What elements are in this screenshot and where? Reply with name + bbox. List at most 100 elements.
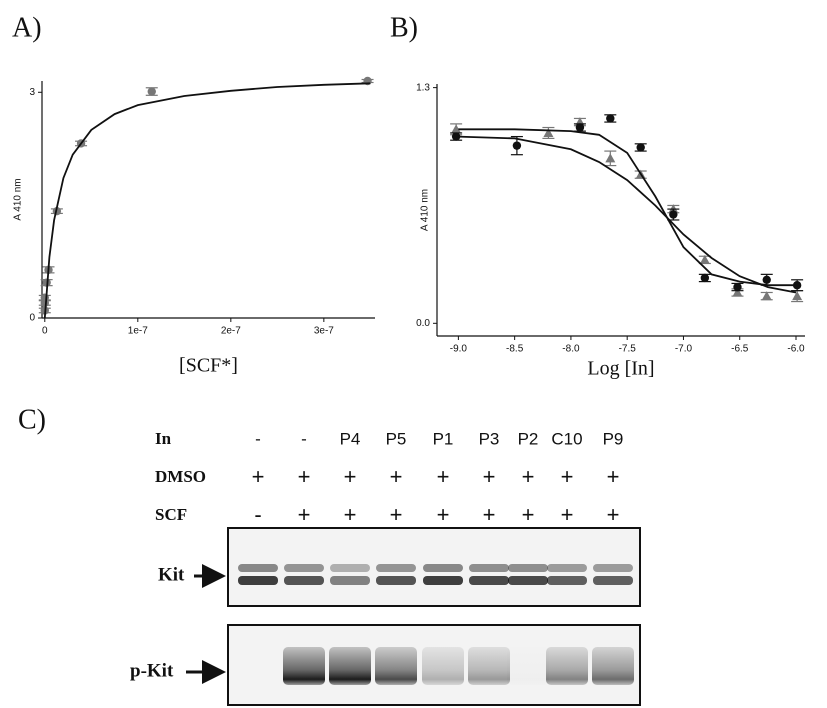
panel-label: C): [18, 404, 46, 435]
pkit-band: [329, 647, 371, 685]
x-tick-label: -9.0: [450, 344, 468, 355]
pkit-band: [375, 647, 417, 685]
condition: P9: [603, 429, 624, 448]
x-tick-label: 0: [42, 326, 48, 337]
condition: +: [561, 464, 574, 489]
condition: C10: [551, 429, 582, 448]
condition: +: [298, 502, 311, 527]
y-axis-label: A 410 nm: [420, 189, 431, 231]
band-lower: [469, 576, 509, 585]
x-axis-label: Log [In]: [587, 358, 654, 380]
x-tick-label: -6.0: [787, 344, 805, 355]
point: [636, 143, 645, 152]
band-upper: [508, 564, 548, 572]
band-upper: [547, 564, 587, 572]
condition: P2: [518, 429, 539, 448]
point: [761, 291, 772, 301]
condition: P3: [479, 429, 500, 448]
point: [512, 141, 522, 150]
condition: +: [252, 464, 265, 489]
point: [792, 291, 803, 301]
panel-label: B): [390, 12, 418, 43]
point: [605, 153, 616, 163]
panel-label: A): [12, 12, 42, 43]
band-upper: [593, 564, 633, 572]
kit-band: [547, 564, 587, 585]
condition: +: [390, 502, 403, 527]
point: [451, 132, 461, 141]
pkit-band: [283, 647, 325, 685]
band-upper: [376, 564, 416, 572]
fit-curve: [458, 128, 796, 287]
x-tick-label: -7.0: [675, 344, 693, 355]
fit-curve: [458, 135, 797, 294]
y-tick-label: 3: [29, 87, 35, 98]
condition: -: [301, 429, 307, 448]
x-axis-label: [SCF*]: [179, 355, 238, 377]
kit-band: [238, 564, 278, 585]
condition: +: [561, 502, 574, 527]
x-tick-label: 3e-7: [314, 326, 334, 337]
band-upper: [469, 564, 509, 572]
condition: +: [607, 464, 620, 489]
band-lower: [284, 576, 324, 585]
condition: +: [437, 464, 450, 489]
band-lower: [508, 576, 548, 585]
y-axis-label: A 410 nm: [13, 178, 24, 220]
point: [40, 293, 49, 302]
y-tick-label: 0: [29, 313, 35, 324]
condition: +: [483, 464, 496, 489]
point: [733, 282, 742, 292]
band-label: p-Kit: [130, 660, 174, 681]
kit-band: [508, 564, 548, 585]
row-label: DMSO: [155, 467, 206, 486]
band-upper: [423, 564, 463, 572]
condition: +: [344, 464, 357, 489]
x-tick-label: -8.5: [506, 344, 524, 355]
pkit-band: [507, 647, 549, 685]
point: [543, 127, 554, 137]
condition: +: [298, 464, 311, 489]
kit-band: [330, 564, 370, 585]
point: [606, 114, 615, 123]
condition: +: [607, 502, 620, 527]
pkit-band: [468, 647, 510, 685]
point: [147, 87, 156, 96]
point: [669, 210, 678, 219]
band-lower: [547, 576, 587, 585]
condition: P1: [433, 429, 454, 448]
row-label: SCF: [155, 505, 187, 524]
x-tick-label: 2e-7: [221, 326, 241, 337]
band-lower: [238, 576, 278, 585]
band-upper: [238, 564, 278, 572]
band-upper: [284, 564, 324, 572]
fit-curve: [43, 82, 371, 319]
condition: +: [522, 464, 535, 489]
band-lower: [376, 576, 416, 585]
condition: P4: [340, 429, 361, 448]
point: [700, 273, 710, 283]
condition: +: [437, 502, 450, 527]
band-lower: [330, 576, 370, 585]
pkit-band: [422, 647, 464, 685]
condition: -: [255, 429, 261, 448]
point: [575, 123, 585, 132]
x-tick-label: 1e-7: [128, 326, 148, 337]
condition: +: [344, 502, 357, 527]
kit-band: [423, 564, 463, 585]
kit-band: [284, 564, 324, 585]
band-lower: [593, 576, 633, 585]
point: [699, 254, 710, 264]
y-tick-label: 1.3: [416, 82, 430, 93]
band-lower: [423, 576, 463, 585]
point: [792, 281, 802, 290]
condition: -: [254, 502, 261, 527]
point: [762, 275, 771, 284]
condition: +: [390, 464, 403, 489]
x-tick-label: -6.5: [731, 344, 749, 355]
pkit-band: [546, 647, 588, 685]
condition: +: [483, 502, 496, 527]
x-tick-label: -7.5: [619, 344, 637, 355]
band-label: Kit: [158, 564, 185, 585]
